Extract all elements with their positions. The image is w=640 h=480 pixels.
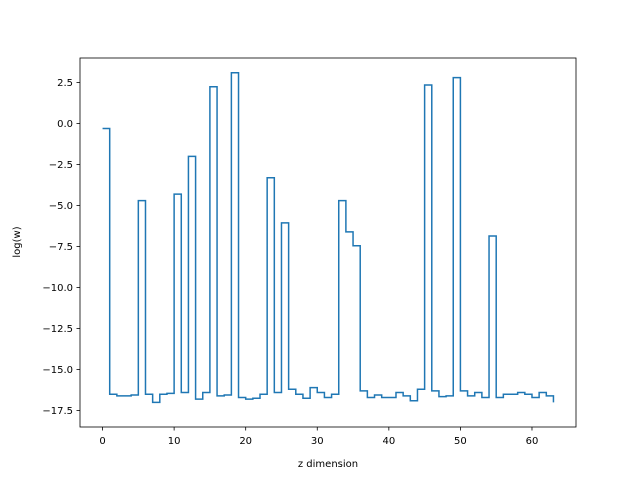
x-tick-label: 50 — [454, 436, 467, 447]
y-tick-label: −5.0 — [49, 201, 73, 212]
x-axis-ticks: 0 10 20 30 40 50 60 — [99, 427, 538, 447]
x-tick-label: 20 — [239, 436, 252, 447]
x-axis-label: z dimension — [298, 459, 358, 470]
plot-area — [80, 58, 576, 427]
y-tick-label: −2.5 — [49, 160, 73, 171]
y-tick-label: −12.5 — [42, 324, 73, 335]
x-tick-label: 30 — [311, 436, 324, 447]
y-axis-ticks: 2.5 0.0 −2.5 −5.0 −7.5 −10.0 −12.5 −15.0 −17.5 — [42, 78, 80, 417]
series-layer — [102, 72, 555, 404]
y-tick-label: −15.0 — [42, 365, 73, 376]
x-tick-label: 10 — [168, 436, 181, 447]
y-tick-label: −17.5 — [42, 406, 73, 417]
y-tick-label: 2.5 — [57, 78, 73, 89]
y-tick-label: −10.0 — [42, 283, 73, 294]
y-axis-label: log(w) — [12, 226, 23, 257]
y-tick-label: 0.0 — [57, 119, 73, 130]
axes-frame — [79, 57, 577, 428]
x-tick-label: 60 — [526, 436, 539, 447]
y-tick-label: −7.5 — [49, 242, 73, 253]
series-step-line — [102, 72, 555, 404]
x-tick-label: 0 — [99, 436, 105, 447]
x-tick-label: 40 — [382, 436, 395, 447]
